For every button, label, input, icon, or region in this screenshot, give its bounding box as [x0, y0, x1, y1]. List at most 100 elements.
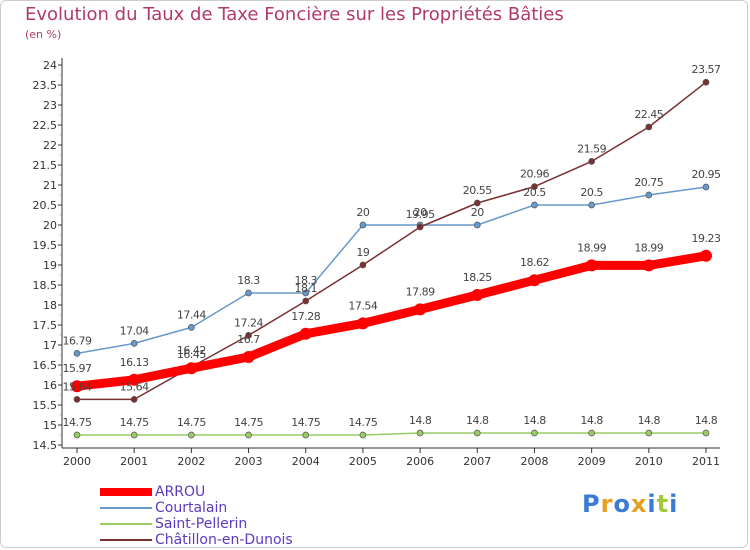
data-point	[245, 332, 252, 339]
data-point	[356, 317, 369, 330]
y-tick-label: 23	[43, 99, 57, 112]
data-point	[302, 289, 310, 297]
data-point	[299, 327, 312, 340]
data-point	[73, 396, 81, 403]
series-line-Châtillon-en-Dunois	[76, 81, 707, 401]
data-label: 18.99	[577, 241, 606, 254]
logo-letter: x	[630, 490, 648, 518]
y-tick-label: 21.5	[33, 159, 58, 172]
line-chart: 14.5 15 15.5 16 16.5 17 17.5 18 18.5 19 19.5 20 20.5…	[33, 58, 722, 468]
data-label: 20	[356, 206, 369, 219]
data-label: 14.75	[177, 416, 206, 429]
x-tick-label: 2000	[63, 455, 91, 468]
data-label: 15.64	[63, 380, 92, 393]
data-label: 16.7	[237, 333, 260, 346]
data-point	[645, 429, 653, 437]
data-point	[700, 249, 712, 262]
y-tick-label: 16.5	[33, 359, 58, 372]
data-point	[416, 223, 424, 231]
data-point	[359, 261, 367, 269]
x-tick-label: 2011	[692, 455, 720, 468]
data-point	[359, 221, 367, 229]
data-point	[130, 340, 138, 347]
data-point	[245, 431, 252, 439]
legend-item: Courtalain	[100, 500, 360, 516]
logo-letter: t	[656, 490, 670, 518]
data-label: 16.45	[177, 348, 206, 361]
legend: ARROU Courtalain Saint-Pellerin Châtillo…	[100, 484, 360, 548]
data-label: 17.04	[120, 324, 149, 337]
data-label: 18.99	[634, 241, 663, 254]
data-point	[414, 303, 427, 316]
data-point	[188, 431, 195, 439]
data-label: 14.75	[234, 416, 263, 429]
y-tick-label: 23.5	[33, 79, 58, 92]
data-point	[642, 259, 655, 272]
data-point	[473, 429, 481, 437]
series-line-Saint-Pellerin	[76, 432, 707, 436]
data-point	[528, 274, 541, 287]
data-label: 17.44	[177, 308, 206, 321]
data-label: 18.3	[294, 274, 317, 287]
data-label: 14.8	[638, 414, 661, 427]
data-labels: 14.75 14.75 14.75 14.75 14.75 14.75 14.8 14.8 14…	[63, 63, 722, 429]
data-label: 20.5	[580, 186, 603, 199]
data-point	[416, 429, 424, 437]
x-tick-label: 2004	[292, 455, 320, 468]
y-tick-label: 24	[43, 59, 57, 72]
data-point	[73, 350, 81, 357]
data-label: 16.13	[120, 356, 149, 369]
x-tick-label: 2010	[635, 455, 663, 468]
legend-swatch-chatillon-en-dunois	[100, 539, 152, 541]
axes: 14.5 15 15.5 16 16.5 17 17.5 18 18.5 19 19.5 20 20.5…	[33, 58, 720, 468]
data-point	[473, 221, 481, 229]
legend-swatch-arrou	[100, 488, 152, 496]
y-tick-label: 19.5	[33, 239, 58, 252]
x-tick-label: 2009	[578, 455, 606, 468]
series-lines	[72, 81, 711, 436]
data-label: 19	[356, 246, 369, 259]
data-label: 20.95	[692, 168, 721, 181]
data-label: 15.64	[120, 380, 149, 393]
data-point	[645, 123, 653, 131]
y-tick-label: 17	[43, 339, 57, 352]
data-label: 18.1	[294, 282, 317, 295]
x-tick-label: 2006	[406, 455, 434, 468]
x-tick-label: 2005	[349, 455, 377, 468]
data-point	[531, 201, 538, 209]
data-point	[702, 78, 710, 86]
data-label: 14.75	[291, 416, 320, 429]
data-label: 18.3	[237, 274, 260, 287]
y-tick-label: 22	[43, 139, 57, 152]
data-point	[473, 199, 481, 207]
data-point	[471, 289, 484, 301]
data-label: 17.24	[234, 316, 263, 329]
y-tick-label: 18	[43, 299, 57, 312]
logo-letter: r	[600, 490, 614, 518]
data-label: 20	[414, 206, 427, 219]
data-label: 17.54	[348, 299, 377, 312]
data-point	[302, 431, 310, 439]
data-label: 14.8	[580, 414, 603, 427]
data-label: 23.57	[692, 63, 721, 76]
data-label: 14.8	[409, 414, 432, 427]
y-tick-label: 14.5	[33, 439, 58, 452]
series-line-Courtalain	[76, 186, 707, 355]
data-label: 16.79	[63, 334, 92, 347]
data-label: 14.75	[348, 416, 377, 429]
data-point	[702, 429, 710, 437]
data-point	[185, 362, 198, 375]
data-point	[588, 429, 595, 437]
y-tick-label: 20	[43, 219, 57, 232]
data-point	[242, 351, 255, 363]
data-point	[245, 289, 252, 297]
data-label: 22.45	[634, 108, 663, 121]
legend-item: ARROU	[100, 484, 360, 500]
data-point	[645, 191, 653, 199]
legend-item: Châtillon-en-Dunois	[100, 532, 360, 548]
legend-item: Saint-Pellerin	[100, 516, 360, 532]
data-label: 15.97	[63, 362, 92, 375]
y-tick-label: 15.5	[33, 399, 58, 412]
y-tick-label: 22.5	[33, 119, 58, 132]
